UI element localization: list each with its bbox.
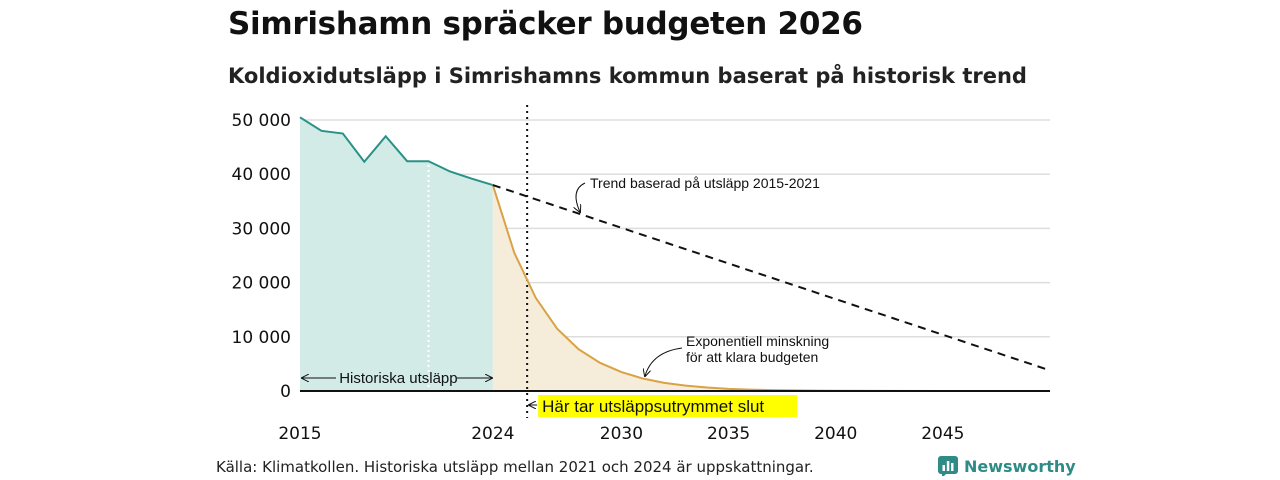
exp-label-line1: Exponentiell minskning	[686, 333, 829, 349]
y-tick-label: 20 000	[232, 274, 291, 294]
y-tick-label: 50 000	[232, 111, 291, 131]
historical-line	[299, 116, 494, 186]
trend-label: Trend baserad på utsläpp 2015-2021	[590, 175, 820, 191]
budget-end-label: Här tar utsläppsutrymmet slut	[542, 397, 764, 416]
brand-logo: Newsworthy	[938, 456, 1076, 476]
y-tick-label: 0	[280, 382, 291, 402]
axes: 0 10 000 20 000 30 000 40 000 50 000 2015 2024 2…	[232, 111, 1050, 444]
x-tick-label: 2030	[600, 424, 643, 444]
area-fills	[300, 117, 1050, 391]
brand-name: Newsworthy	[964, 456, 1076, 476]
budget-area	[492, 185, 1050, 391]
trend-pointer	[576, 182, 586, 212]
annotations: Historiska utsläpp Trend baserad på utslä…	[302, 175, 829, 417]
vertical-markers	[427, 105, 529, 418]
historical-area	[300, 117, 493, 391]
exp-label-line2: för att klara budgeten	[686, 349, 818, 365]
budget-end-highlight	[538, 395, 798, 417]
chart-subtitle: Koldioxidutsläpp i Simrishamns kommun ba…	[228, 64, 1027, 88]
x-tick-label: 2024	[471, 424, 514, 444]
source-note: Källa: Klimatkollen. Historiska utsläpp …	[216, 458, 814, 476]
exp-pointer	[645, 347, 683, 376]
historical-span-label: Historiska utsläpp	[339, 370, 457, 387]
emissions-chart: 0 10 000 20 000 30 000 40 000 50 000 2015 2024 2…	[232, 105, 1051, 444]
x-tick-label: 2045	[921, 424, 964, 444]
y-tick-label: 40 000	[232, 165, 291, 185]
x-tick-label: 2035	[707, 424, 750, 444]
y-tick-label: 10 000	[232, 328, 291, 348]
x-tick-label: 2015	[278, 424, 321, 444]
chart-title: Simrishamn spräcker budgeten 2026	[228, 6, 863, 42]
bar-chart-icon	[938, 456, 958, 476]
x-tick-label: 2040	[814, 424, 857, 444]
y-tick-label: 30 000	[232, 219, 291, 239]
